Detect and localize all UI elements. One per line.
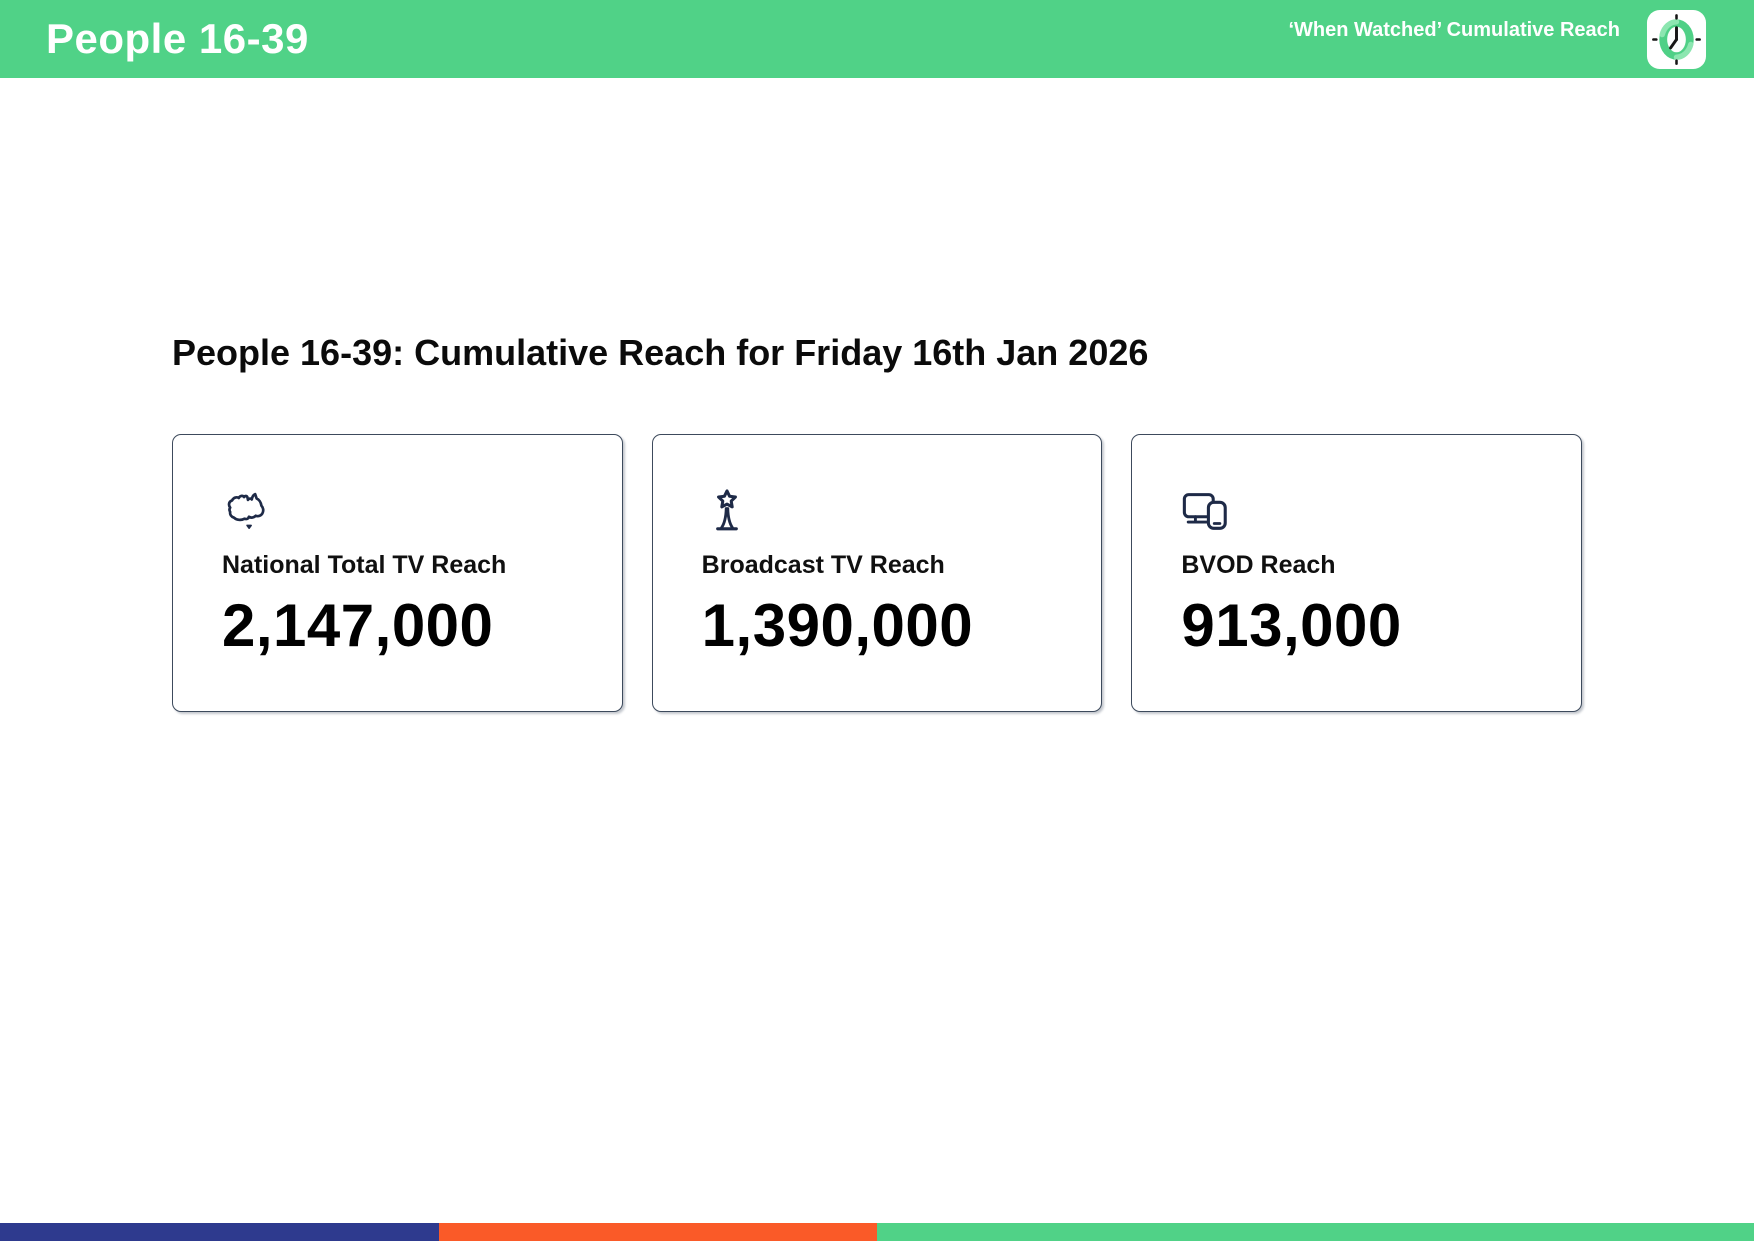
footer-orange-segment	[438, 1223, 877, 1241]
card-label: BVOD Reach	[1181, 551, 1336, 580]
card-national-total-tv-reach: National Total TV Reach 2,147,000	[172, 434, 623, 713]
header: People 16-39 ‘When Watched’ Cumulative R…	[0, 0, 1754, 78]
card-value: 1,390,000	[701, 592, 974, 660]
footer-navy-segment	[0, 1223, 439, 1241]
card-value: 913,000	[1181, 592, 1402, 660]
card-label: National Total TV Reach	[222, 551, 507, 580]
clock-icon	[1646, 9, 1707, 69]
report-heading: People 16-39: Cumulative Reach for Frida…	[172, 332, 1149, 373]
card-broadcast-tv-reach: Broadcast TV Reach 1,390,000	[651, 434, 1103, 713]
footer-bar	[0, 1223, 1754, 1241]
devices-icon	[1183, 493, 1228, 531]
card-label: Broadcast TV Reach	[701, 551, 945, 580]
card-bvod-reach: BVOD Reach 913,000	[1131, 434, 1583, 713]
kpi-cards: National Total TV Reach 2,147,000 Broadc…	[172, 434, 1583, 713]
broadcast-tower-icon	[715, 489, 738, 531]
main-content: People 16-39: Cumulative Reach for Frida…	[172, 78, 1583, 713]
australia-map-icon	[227, 492, 265, 530]
header-subtitle: ‘When Watched’ Cumulative Reach	[1288, 18, 1620, 41]
card-value: 2,147,000	[222, 592, 494, 660]
page-title: People 16-39	[46, 15, 309, 62]
footer-green-segment	[877, 1223, 1754, 1241]
header-right: ‘When Watched’ Cumulative Reach	[1288, 8, 1707, 71]
